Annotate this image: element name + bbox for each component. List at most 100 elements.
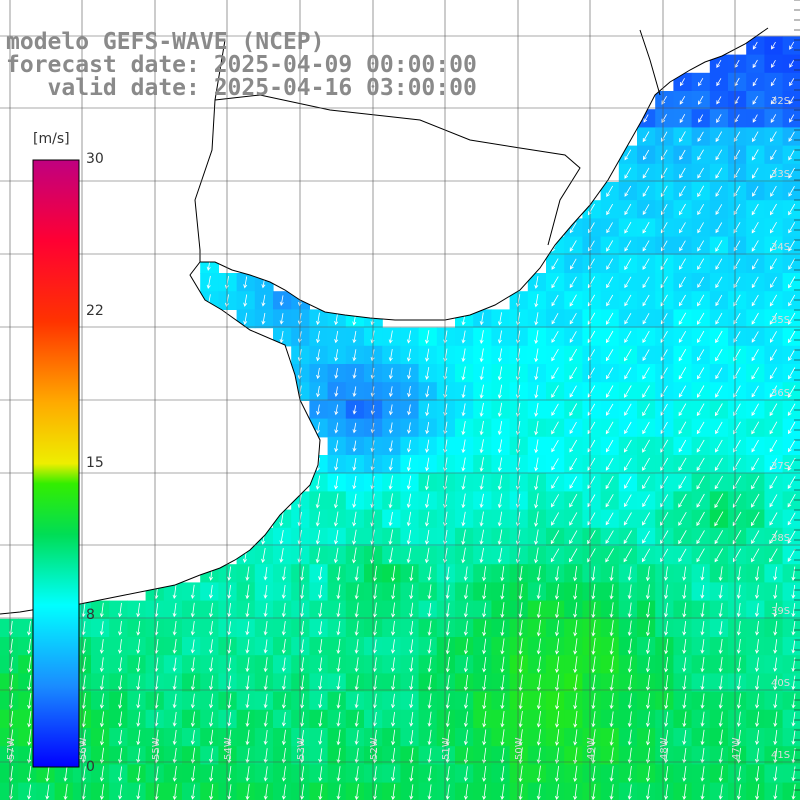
wind-arrow [627,693,632,709]
wind-arrow [624,276,632,289]
wind-cell [345,691,365,711]
wind-arrow [425,421,430,435]
wind-arrow [334,440,339,453]
wind-arrow [316,312,321,326]
wind-cell [728,618,747,638]
wind-arrow [769,221,777,234]
wind-arrow [316,385,321,398]
wind-arrow [352,458,357,471]
wind-arrow [500,584,505,600]
wind-arrow [99,621,104,636]
wind-arrow [623,457,632,471]
wind-arrow [427,566,432,581]
wind-cell [709,436,729,456]
wind-cell [782,637,800,656]
wind-arrow [461,385,466,399]
wind-cell [236,782,256,800]
wind-arrow [500,602,505,619]
wind-arrow [642,185,650,197]
wind-cell [728,582,747,602]
wind-arrow [569,367,578,380]
wind-arrow [407,367,412,380]
wind-arrow [391,784,396,800]
wind-arrow [718,566,723,582]
wind-arrow [696,511,705,527]
wind-arrow [573,710,578,728]
wind-arrow [263,603,268,618]
wind-arrow [718,693,723,709]
wind-arrow [718,657,723,673]
wind-arrow [300,693,305,709]
wind-cell [327,600,347,620]
wind-cell [691,291,711,310]
wind-cell [309,655,329,674]
wind-arrow [245,639,250,654]
wind-arrow [642,167,650,179]
wind-cell [673,91,693,110]
wind-arrow [715,276,723,289]
wind-cell [728,236,747,256]
wind-arrow [461,439,466,454]
wind-cell [600,509,620,529]
wind-cell [455,618,474,638]
wind-arrow [750,511,760,527]
wind-arrow [664,711,669,727]
wind-cell [764,509,784,529]
wind-arrow [678,457,687,472]
wind-arrow [536,674,541,692]
wind-arrow [700,711,705,727]
wind-cell [455,691,474,711]
wind-arrow [352,440,357,453]
wind-arrow [736,675,741,691]
wind-cell [746,691,765,711]
wind-arrow [81,748,86,764]
wind-cell [728,364,747,383]
wind-cell [709,200,729,219]
wind-cell [473,655,492,674]
wind-arrow [642,530,650,544]
wind-arrow [425,367,430,380]
wind-arrow [263,784,268,800]
wind-arrow [334,330,339,344]
wind-cell [418,600,438,620]
wind-cell [582,236,602,256]
wind-arrow [461,511,466,527]
wind-cell [109,746,128,765]
wind-arrow [682,602,687,618]
wind-arrow [518,583,523,600]
wind-cell [618,309,638,329]
wind-arrow [791,603,796,618]
wind-cell [618,163,638,183]
wind-arrow [334,458,339,471]
wind-cell [582,582,602,602]
wind-cell [637,218,656,238]
wind-arrow [518,602,523,618]
wind-cell [673,546,693,565]
wind-arrow [569,403,578,417]
wind-arrow [555,638,560,655]
wind-arrow [352,386,357,398]
wind-cell [400,764,420,784]
wind-cell [618,637,638,656]
wind-arrow [479,402,484,417]
wind-cell [546,273,565,292]
wind-cell [491,673,511,693]
longitude-label: 52W [369,737,380,760]
wind-arrow [424,511,430,527]
wind-cell [200,691,219,711]
wind-cell [127,673,147,693]
wind-arrow [245,621,250,636]
wind-cell [564,546,583,565]
wind-cell [582,728,602,747]
wind-arrow [660,149,668,161]
wind-cell [691,163,711,183]
wind-arrow [682,693,687,709]
wind-arrow [609,656,614,674]
wind-arrow [682,638,687,655]
wind-arrow [791,693,796,709]
wind-arrow [263,657,268,673]
wind-cell [746,509,765,529]
wind-cell [618,291,638,310]
wind-cell [436,655,456,674]
